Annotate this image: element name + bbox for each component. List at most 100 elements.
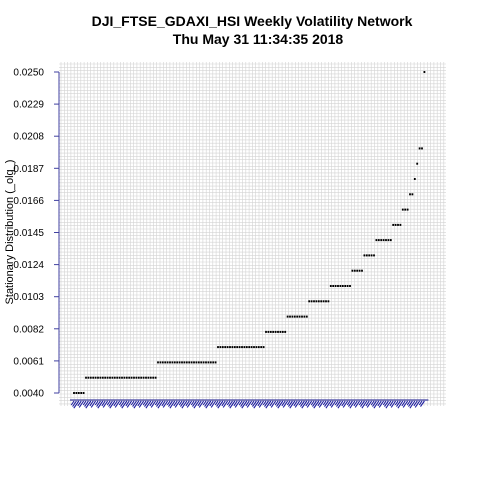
x-tick-label xyxy=(221,400,226,407)
x-tick-label xyxy=(125,400,130,407)
data-point xyxy=(106,376,109,379)
y-axis-label: Stationary Distribution (_olg_) xyxy=(4,160,16,305)
data-point xyxy=(229,346,231,349)
x-tick-label xyxy=(101,400,106,407)
y-tick-label: 0.0250 xyxy=(13,68,44,79)
data-point xyxy=(289,315,291,318)
data-point xyxy=(401,208,404,211)
data-point xyxy=(123,376,126,379)
x-tick-label xyxy=(289,400,296,409)
data-point xyxy=(207,361,210,364)
x-tick-label xyxy=(276,400,281,407)
y-tick-label: 0.0166 xyxy=(13,196,44,207)
data-point xyxy=(344,285,347,287)
data-point xyxy=(272,330,275,333)
data-point xyxy=(421,147,423,150)
x-tick-label xyxy=(233,400,238,407)
data-point xyxy=(97,376,99,379)
data-point xyxy=(178,361,181,364)
data-point xyxy=(241,346,243,349)
x-tick-label xyxy=(120,400,125,407)
data-point xyxy=(315,300,318,303)
data-point xyxy=(375,239,378,242)
data-point xyxy=(152,376,155,379)
data-point xyxy=(87,376,90,379)
data-point xyxy=(365,254,368,257)
x-tick-label xyxy=(365,400,370,407)
x-tick-label xyxy=(185,400,190,407)
x-tick-label xyxy=(408,400,413,407)
data-point xyxy=(121,376,123,379)
x-tick-label xyxy=(341,400,346,407)
data-point xyxy=(269,330,272,333)
data-point xyxy=(329,285,332,287)
x-tick-label xyxy=(262,400,267,406)
data-point xyxy=(301,315,303,318)
x-tick-label xyxy=(77,400,82,407)
x-tick-label xyxy=(337,400,344,409)
x-tick-label xyxy=(294,400,301,408)
data-point xyxy=(392,223,395,226)
data-point xyxy=(255,346,258,349)
data-point xyxy=(82,392,85,394)
data-point xyxy=(111,376,114,379)
x-tick-label xyxy=(246,400,253,408)
data-point xyxy=(236,346,239,349)
data-point xyxy=(418,147,421,150)
y-tick-label: 0.0040 xyxy=(13,389,44,400)
x-tick-label xyxy=(330,400,337,408)
x-tick-label xyxy=(78,400,85,408)
x-tick-label xyxy=(310,400,315,406)
x-tick-label xyxy=(358,400,363,406)
x-tick-label xyxy=(108,400,113,407)
data-point xyxy=(92,376,95,379)
data-point xyxy=(125,376,128,379)
data-point xyxy=(265,330,267,333)
x-tick-label xyxy=(161,400,166,407)
x-tick-label xyxy=(353,400,358,407)
y-axis: 0.0250 0.0229 0.0208 0.0187 0.0166 0.0145 0.01… xyxy=(13,68,60,400)
x-tick-label xyxy=(288,400,293,407)
x-tick-label xyxy=(174,400,181,408)
data-point xyxy=(351,269,354,272)
data-point xyxy=(322,300,325,303)
x-tick-label xyxy=(157,400,164,409)
x-tick-label xyxy=(144,400,149,407)
data-point xyxy=(94,376,97,379)
data-point xyxy=(80,392,83,394)
data-point xyxy=(233,346,236,349)
x-tick-label xyxy=(169,400,176,409)
x-tick-label xyxy=(156,400,161,407)
x-tick-label xyxy=(265,400,272,409)
data-point xyxy=(296,315,299,318)
x-tick-label xyxy=(238,400,243,406)
data-point xyxy=(361,269,363,272)
x-tick-label xyxy=(84,400,89,407)
x-tick-label xyxy=(282,400,289,408)
data-point xyxy=(382,239,385,242)
x-tick-label xyxy=(193,400,200,409)
data-point xyxy=(128,376,131,379)
x-tick-label xyxy=(70,400,75,406)
x-tick-label xyxy=(102,400,109,408)
x-tick-label xyxy=(300,400,305,407)
x-tick-label xyxy=(370,400,375,406)
data-point xyxy=(380,239,383,242)
data-point xyxy=(77,392,80,394)
data-point xyxy=(164,361,167,364)
x-tick-label xyxy=(252,400,257,407)
x-tick-label xyxy=(336,400,341,407)
data-point xyxy=(169,361,171,364)
x-tick-label xyxy=(396,400,401,407)
x-tick-label xyxy=(202,400,207,406)
x-tick-label xyxy=(401,400,406,407)
data-point xyxy=(356,269,359,272)
x-tick-label xyxy=(354,400,361,408)
data-point xyxy=(277,330,279,333)
x-tick-label xyxy=(301,400,308,409)
data-point xyxy=(190,361,193,364)
x-tick-label xyxy=(97,400,104,409)
y-tick-label: 0.0187 xyxy=(13,164,44,175)
data-point xyxy=(253,346,255,349)
